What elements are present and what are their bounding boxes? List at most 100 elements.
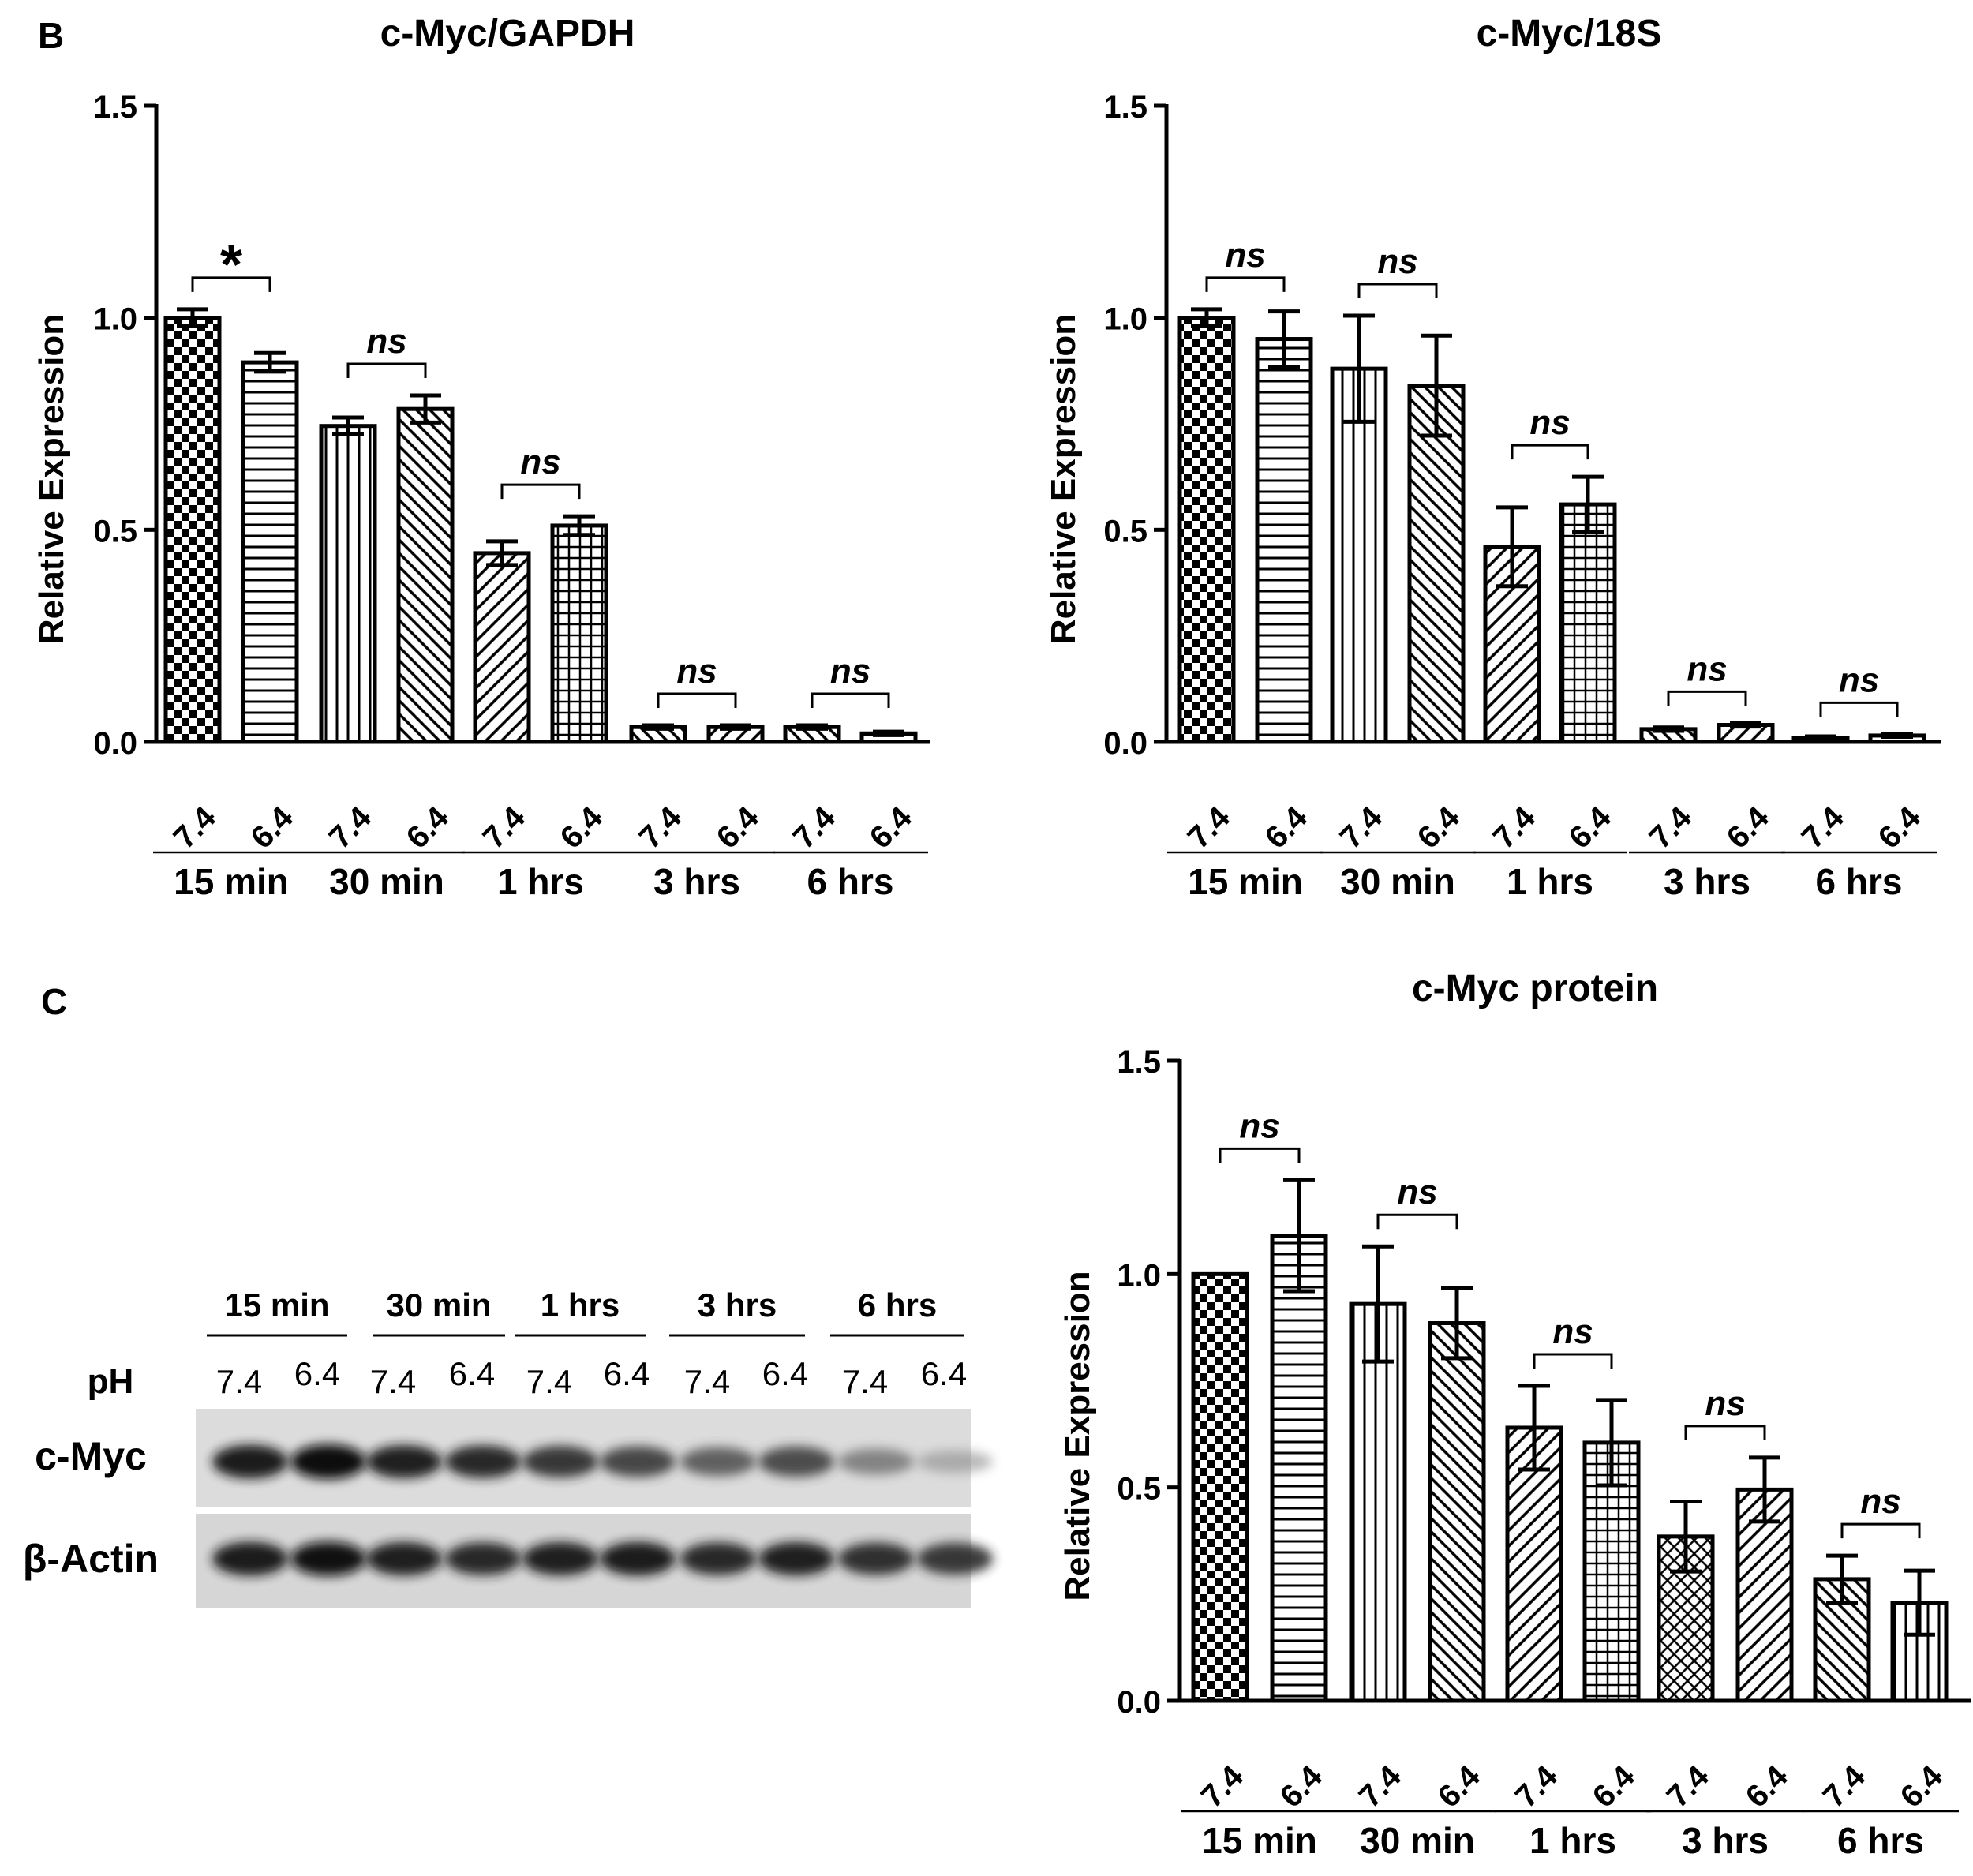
blot-ph-value: 7.4 bbox=[216, 1363, 262, 1400]
actin-band bbox=[600, 1541, 676, 1576]
x-tick-label: 6.4 bbox=[1563, 799, 1619, 856]
cmyc-band bbox=[522, 1445, 598, 1478]
y-tick-label: 0.0 bbox=[93, 726, 137, 761]
chart-title: c-Myc/GAPDH bbox=[380, 13, 635, 54]
group-label: 6 hrs bbox=[1816, 861, 1903, 902]
y-axis-label: Relative Expression bbox=[1058, 1271, 1097, 1601]
chart-title: c-Myc protein bbox=[1412, 968, 1658, 1009]
y-tick-label: 0.0 bbox=[1117, 1685, 1161, 1720]
group-label: 3 hrs bbox=[1664, 861, 1750, 902]
x-tick-label: 7.4 bbox=[1334, 799, 1390, 856]
blot-row-label: c-Myc bbox=[35, 1434, 147, 1478]
actin-band bbox=[758, 1541, 834, 1576]
significance-bracket bbox=[1819, 701, 1899, 717]
cmyc-band bbox=[366, 1444, 442, 1479]
blot-time-label: 1 hrs bbox=[541, 1286, 620, 1324]
y-tick-label: 0.5 bbox=[1103, 514, 1147, 549]
bar bbox=[241, 360, 299, 744]
x-tick-label: 6.4 bbox=[1432, 1758, 1488, 1814]
x-tick-label: 7.4 bbox=[1817, 1758, 1873, 1814]
bar bbox=[1191, 1271, 1249, 1703]
y-tick-label: 1.0 bbox=[93, 302, 137, 337]
bar bbox=[319, 424, 377, 744]
cmyc-band bbox=[680, 1447, 756, 1477]
blot-ph-value: 6.4 bbox=[921, 1355, 967, 1392]
significance-label: ns bbox=[830, 652, 870, 691]
x-tick-label: 6.4 bbox=[1872, 799, 1928, 856]
x-tick-label: 6.4 bbox=[1274, 1758, 1330, 1814]
x-tick-label: 7.4 bbox=[1181, 799, 1237, 856]
blot-time-label: 6 hrs bbox=[858, 1286, 937, 1324]
significance-bracket bbox=[1511, 444, 1589, 460]
significance-bracket bbox=[1667, 690, 1747, 706]
actin-band bbox=[445, 1542, 521, 1575]
blot-ph-value: 6.4 bbox=[762, 1355, 808, 1392]
group-label: 30 min bbox=[1340, 861, 1455, 902]
significance-label: ns bbox=[676, 652, 717, 691]
actin-band bbox=[917, 1542, 993, 1575]
significance-label: ns bbox=[366, 322, 406, 361]
cmyc-band bbox=[600, 1446, 676, 1477]
significance-bracket bbox=[1376, 1213, 1458, 1230]
x-tick-label: 6.4 bbox=[863, 799, 919, 856]
cmyc-band bbox=[212, 1444, 288, 1479]
western-blot: 15 min 30 min 1 hrs 3 hrs 6 hrs pH 7.4 6.4 7.4 6.… bbox=[23, 1286, 993, 1608]
significance-label: ns bbox=[1860, 1482, 1900, 1521]
group-label: 3 hrs bbox=[1682, 1820, 1769, 1861]
significance-bracket bbox=[191, 276, 271, 292]
y-tick-label: 1.0 bbox=[1117, 1258, 1161, 1293]
bar bbox=[473, 551, 531, 744]
bar bbox=[1407, 384, 1466, 744]
significance-label: ns bbox=[1839, 661, 1879, 699]
x-tick-label: 7.4 bbox=[1643, 799, 1699, 856]
significance-label: ns bbox=[1687, 650, 1727, 688]
blot-time-label: 30 min bbox=[386, 1286, 491, 1324]
significance-label: ns bbox=[1397, 1173, 1437, 1211]
x-tick-label: 6.4 bbox=[554, 799, 610, 856]
blot-ph-value: 6.4 bbox=[604, 1355, 650, 1392]
y-tick-label: 0.5 bbox=[93, 514, 137, 549]
x-tick-label: 7.4 bbox=[477, 799, 533, 856]
significance-label: ns bbox=[1705, 1384, 1745, 1423]
bar bbox=[1270, 1234, 1328, 1703]
x-tick-label: 7.4 bbox=[1509, 1758, 1565, 1814]
significance-label: * bbox=[220, 234, 242, 297]
blot-ph-value: 7.4 bbox=[684, 1363, 730, 1400]
group-label: 30 min bbox=[1360, 1820, 1475, 1861]
bar bbox=[1559, 502, 1617, 744]
chart-title: c-Myc/18S bbox=[1477, 13, 1662, 54]
y-tick-label: 1.0 bbox=[1103, 302, 1147, 337]
chart-3: c-Myc protein Relative Expression 0.0 0.5 1.… bbox=[1058, 968, 1971, 1861]
x-tick-label: 7.4 bbox=[1353, 1758, 1409, 1814]
panel-b-label: B bbox=[38, 15, 65, 56]
blot-time-label: 15 min bbox=[224, 1286, 329, 1324]
group-label: 3 hrs bbox=[653, 861, 740, 902]
significance-bracket bbox=[500, 483, 581, 500]
y-tick-label: 1.5 bbox=[93, 90, 137, 125]
significance-bracket bbox=[1840, 1522, 1921, 1539]
x-tick-label: 7.4 bbox=[1487, 799, 1543, 856]
cmyc-band bbox=[290, 1444, 366, 1479]
y-tick-label: 1.5 bbox=[1117, 1045, 1161, 1080]
group-label: 15 min bbox=[174, 861, 289, 902]
bar bbox=[1177, 316, 1236, 744]
significance-bracket bbox=[1205, 276, 1286, 292]
x-tick-label: 7.4 bbox=[1795, 799, 1851, 856]
blot-ph-value: 6.4 bbox=[449, 1355, 495, 1392]
significance-label: ns bbox=[1377, 242, 1417, 281]
x-tick-label: 7.4 bbox=[167, 799, 223, 856]
significance-label: ns bbox=[1225, 236, 1265, 275]
bar bbox=[550, 523, 608, 744]
actin-band bbox=[290, 1541, 366, 1576]
blot-ph-value: 7.4 bbox=[526, 1363, 572, 1400]
actin-band bbox=[212, 1541, 288, 1576]
significance-bracket bbox=[1684, 1425, 1766, 1440]
x-tick-label: 7.4 bbox=[1195, 1758, 1251, 1814]
group-label: 1 hrs bbox=[497, 861, 584, 902]
group-label: 1 hrs bbox=[1507, 861, 1593, 902]
x-tick-label: 6.4 bbox=[1720, 799, 1776, 856]
significance-bracket bbox=[811, 692, 890, 709]
group-label: 6 hrs bbox=[807, 861, 894, 902]
bar bbox=[1349, 1301, 1407, 1703]
